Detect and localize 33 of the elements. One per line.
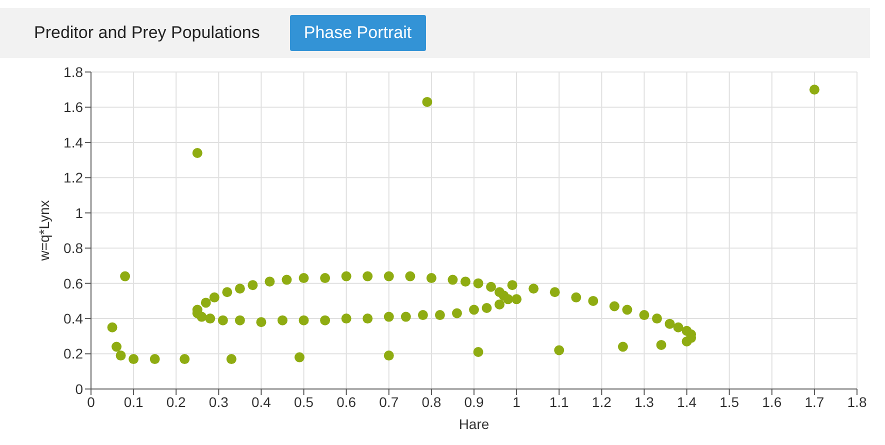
x-tick-label: 0.5 [294, 394, 314, 410]
x-tick-label: 0.4 [251, 394, 272, 410]
y-tick-label: 0.8 [64, 240, 84, 256]
x-tick-label: 0.1 [124, 394, 144, 410]
x-tick-label: 0.2 [166, 394, 186, 410]
y-tick-label: 1.4 [64, 134, 84, 150]
y-tick-label: 0.6 [64, 275, 84, 292]
x-tick-label: 0.9 [464, 394, 484, 410]
y-tick-label: 0 [75, 380, 84, 397]
x-tick-label: 0.8 [422, 394, 442, 410]
x-tick-label: 1.5 [720, 394, 740, 410]
x-tick-label: 1.7 [804, 394, 824, 410]
x-tick-label: 1.8 [847, 394, 867, 410]
x-tick-label: 1.2 [592, 394, 612, 410]
y-tick-label: 1 [75, 204, 84, 221]
x-tick-label: 0.3 [208, 394, 229, 410]
x-tick-label: 1.6 [762, 394, 782, 410]
y-tick-label: 1.8 [64, 64, 84, 80]
text: Phase Portrait [290, 15, 426, 51]
x-tick-label: 0.6 [336, 394, 356, 410]
x-tick-label: 1.1 [549, 394, 570, 410]
x-tick-label: 0 [87, 394, 96, 410]
y-tick-label: 0.2 [64, 346, 84, 362]
y-axis-title: w=q*Lynx [36, 200, 52, 262]
x-tick-label: 0.7 [379, 394, 399, 410]
y-tick-label: 1.6 [64, 99, 84, 116]
x-tick-label: 1.3 [634, 394, 654, 410]
y-tick-label: 0.4 [64, 310, 84, 327]
x-axis-title: Hare [458, 416, 490, 432]
x-tick-label: 1.4 [677, 394, 697, 410]
text: Preditor and Prey Populations [33, 22, 261, 44]
x-tick-label: 1 [512, 394, 521, 410]
y-tick-label: 1.2 [64, 170, 84, 186]
